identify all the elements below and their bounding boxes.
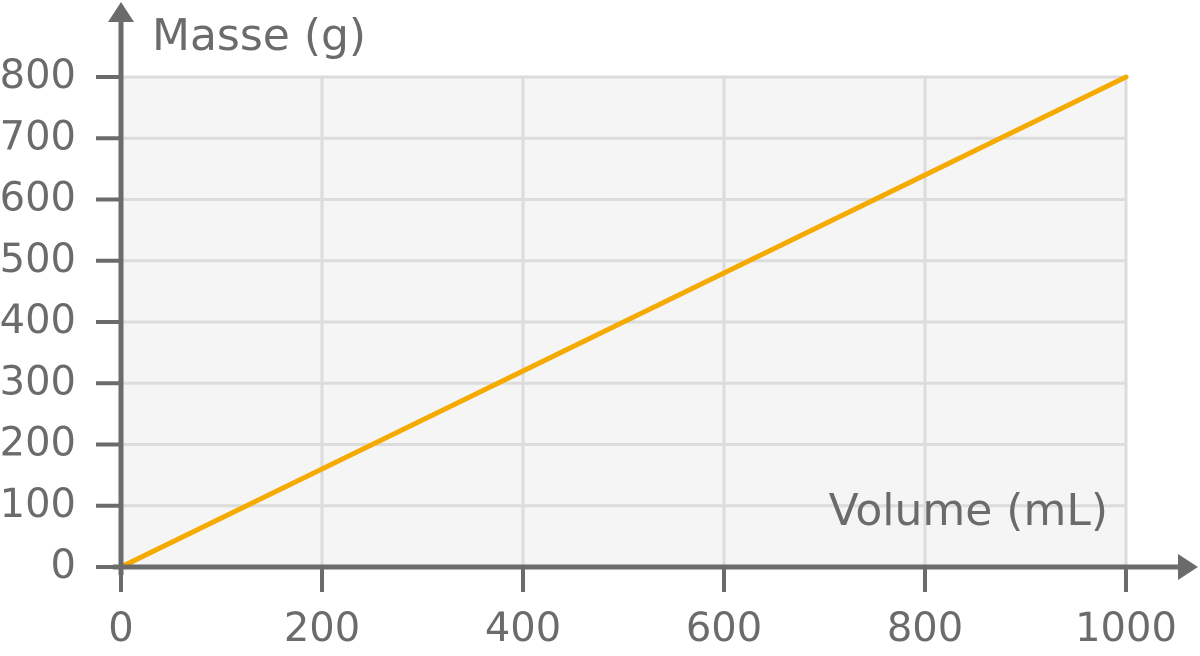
- y-tick-label: 800: [0, 52, 76, 98]
- x-tick-label: 1000: [1075, 605, 1177, 651]
- x-tick-label: 200: [284, 605, 360, 651]
- y-tick-label: 0: [51, 542, 76, 588]
- y-tick-label: 200: [0, 420, 76, 466]
- y-tick-label: 700: [0, 113, 76, 159]
- x-tick-label: 600: [686, 605, 762, 651]
- y-tick-label: 600: [0, 175, 76, 221]
- x-tick-label: 400: [485, 605, 561, 651]
- x-axis-label: Volume (mL): [829, 485, 1108, 536]
- y-tick-label: 100: [0, 481, 76, 527]
- x-tick-label: 800: [887, 605, 963, 651]
- y-tick-label: 300: [0, 358, 76, 404]
- x-tick-label: 0: [108, 605, 133, 651]
- y-axis-arrow: [108, 2, 134, 22]
- y-tick-label: 500: [0, 236, 76, 282]
- x-axis-arrow: [1178, 554, 1198, 580]
- y-axis-label: Masse (g): [152, 10, 366, 61]
- data-line: [118, 74, 1129, 570]
- y-tick-label: 400: [0, 297, 76, 343]
